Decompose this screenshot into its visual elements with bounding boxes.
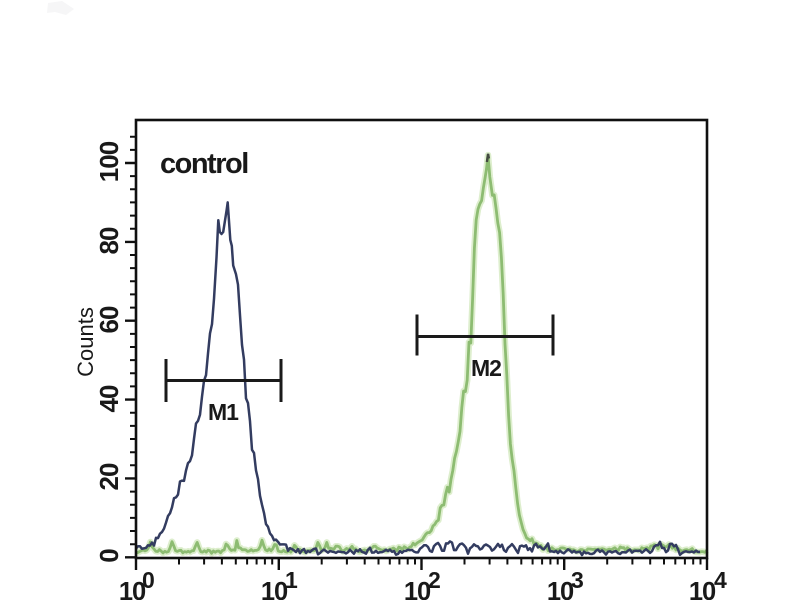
svg-text:10: 10 xyxy=(689,578,716,600)
svg-text:Counts: Counts xyxy=(73,307,98,377)
svg-text:10: 10 xyxy=(261,578,288,600)
svg-text:40: 40 xyxy=(94,385,124,412)
svg-text:1: 1 xyxy=(285,567,298,593)
svg-text:M2: M2 xyxy=(471,355,501,381)
svg-text:M1: M1 xyxy=(208,399,239,425)
svg-text:2: 2 xyxy=(428,567,441,593)
svg-text:4: 4 xyxy=(714,567,727,593)
svg-text:100: 100 xyxy=(94,141,124,182)
svg-text:3: 3 xyxy=(571,567,584,593)
svg-text:0: 0 xyxy=(94,549,124,563)
svg-text:0: 0 xyxy=(142,567,155,593)
svg-text:control: control xyxy=(160,148,248,180)
svg-text:10: 10 xyxy=(119,578,146,600)
svg-text:20: 20 xyxy=(94,463,124,490)
svg-text:10: 10 xyxy=(547,578,574,600)
svg-text:60: 60 xyxy=(94,306,124,333)
svg-text:80: 80 xyxy=(94,227,124,254)
svg-text:10: 10 xyxy=(404,578,431,600)
